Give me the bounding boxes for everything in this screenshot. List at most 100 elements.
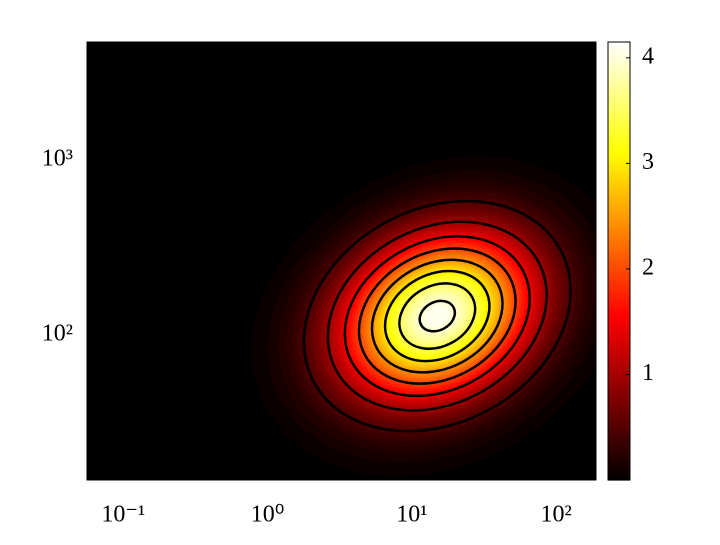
colorbar-swatch xyxy=(608,385,630,390)
colorbar-swatch xyxy=(608,217,630,222)
colorbar-swatch xyxy=(608,330,630,335)
contour-line xyxy=(302,199,572,433)
colorbar-swatch xyxy=(608,162,630,167)
axes: 10⁻¹ 10⁰ 10¹ 10² 10² 10³ xyxy=(42,41,597,528)
contour-line xyxy=(398,282,477,350)
colorbar-swatch xyxy=(608,377,630,383)
colorbar-swatch xyxy=(608,67,630,72)
colorbar-swatch xyxy=(608,151,630,156)
colorbar-swatch xyxy=(608,242,630,247)
x-tick-label: 10² xyxy=(541,502,572,528)
colorbar-swatch xyxy=(608,308,630,313)
colorbar-swatch xyxy=(608,297,630,302)
colorbar-swatch xyxy=(608,85,630,91)
colorbar-swatch xyxy=(608,334,630,339)
colorbar-swatch xyxy=(608,253,630,258)
colorbar-swatch xyxy=(608,264,630,269)
colorbar-swatch xyxy=(608,177,630,182)
colorbar-swatch xyxy=(608,82,630,87)
colorbar-swatch xyxy=(608,304,630,310)
colorbar-swatch xyxy=(608,231,630,237)
colorbar-swatch xyxy=(608,476,630,481)
colorbar-swatch xyxy=(608,396,630,401)
contour-line xyxy=(326,220,548,412)
colorbar-swatch xyxy=(608,425,630,430)
colorbar-swatch xyxy=(608,166,630,171)
colorbar-swatch xyxy=(608,286,630,291)
colorbar-swatch xyxy=(608,173,630,178)
colorbar-swatch xyxy=(608,454,630,459)
colorbar-swatch xyxy=(608,224,630,229)
colorbar-swatch xyxy=(608,107,630,112)
colorbar-swatch xyxy=(608,74,630,80)
x-tick-label: 10⁰ xyxy=(251,502,285,528)
colorbar-swatch xyxy=(608,458,630,463)
colorbar-swatch xyxy=(608,96,630,101)
colorbar-swatch xyxy=(608,202,630,207)
colorbar-swatch xyxy=(608,228,630,233)
colorbar-swatch xyxy=(608,261,630,266)
colorbar-swatch xyxy=(608,312,630,317)
colorbar-frame xyxy=(607,41,631,481)
colorbar-swatch xyxy=(608,421,630,426)
colorbar-tick-label: 1 xyxy=(642,360,654,386)
colorbar-swatch xyxy=(608,111,630,116)
colorbar-swatch xyxy=(608,56,630,61)
y-tick-label: 10³ xyxy=(42,145,73,171)
colorbar-swatch xyxy=(608,439,630,445)
colorbar-swatch xyxy=(608,220,630,226)
colorbar-swatch xyxy=(608,213,630,218)
colorbar-swatch xyxy=(608,89,630,94)
colorbar-swatch xyxy=(608,282,630,288)
colorbar-swatch xyxy=(608,352,630,357)
colorbar-swatch xyxy=(608,363,630,368)
colorbar-swatch xyxy=(608,359,630,364)
contour-line xyxy=(370,258,504,374)
colorbar-swatch xyxy=(608,155,630,160)
colorbar-swatch xyxy=(608,366,630,372)
colorbar-swatch xyxy=(608,472,630,477)
colorbar-swatch xyxy=(608,319,630,324)
colorbar-swatch xyxy=(608,315,630,320)
colorbar-swatch xyxy=(608,461,630,466)
colorbar-swatch xyxy=(608,209,630,215)
colorbar-swatch xyxy=(608,63,630,69)
colorbar-swatch xyxy=(608,268,630,273)
colorbar-swatch xyxy=(608,71,630,76)
colorbar-tick-label: 2 xyxy=(642,254,654,280)
colorbar-swatch xyxy=(608,374,630,379)
colorbar-swatch xyxy=(608,115,630,120)
colorbar-swatch xyxy=(608,206,630,211)
colorbar-swatch xyxy=(608,417,630,423)
contour-line xyxy=(383,269,491,363)
colorbar-swatch xyxy=(608,188,630,193)
colorbar-swatch xyxy=(608,436,630,441)
colorbar-swatch xyxy=(608,78,630,83)
colorbar-tick-label: 3 xyxy=(642,149,654,175)
colorbar-swatch xyxy=(608,198,630,204)
colorbar-swatch xyxy=(608,293,630,299)
colorbar-swatch xyxy=(608,133,630,138)
plot-frame xyxy=(86,41,597,481)
colorbar-swatch xyxy=(608,250,630,255)
colorbar-swatch xyxy=(608,301,630,306)
contour-fill xyxy=(425,305,450,327)
colorbar-swatch xyxy=(608,125,630,131)
colorbar-tick-label: 4 xyxy=(642,43,654,69)
colorbar-swatch xyxy=(608,399,630,404)
x-tick-label: 10⁻¹ xyxy=(101,502,145,528)
colorbar-swatch xyxy=(608,191,630,196)
colorbar-swatch xyxy=(608,184,630,189)
colorbar-swatch xyxy=(608,158,630,164)
colorbar-swatch xyxy=(608,140,630,145)
colorbar-swatch xyxy=(608,407,630,412)
contour-line xyxy=(343,235,531,398)
colorbar-swatch xyxy=(608,147,630,153)
colorbar-swatch xyxy=(608,323,630,328)
colorbar-swatch xyxy=(608,93,630,98)
colorbar-swatch xyxy=(608,144,630,149)
colorbar-swatch xyxy=(608,118,630,123)
colorbar-swatch xyxy=(608,129,630,134)
colorbar-swatch xyxy=(608,381,630,386)
